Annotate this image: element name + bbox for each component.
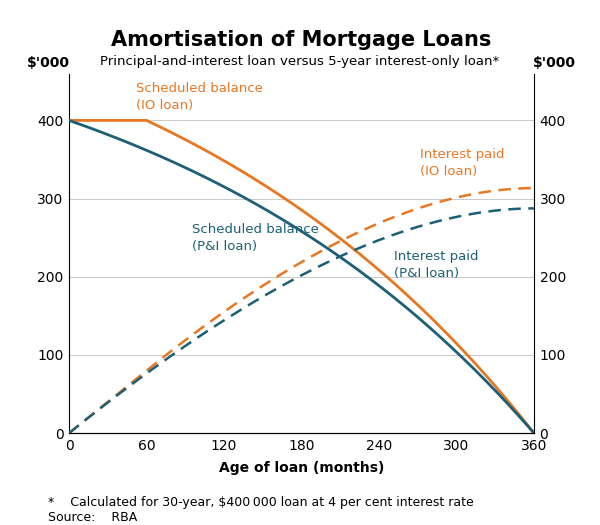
Text: *    Calculated for 30-year, $400 000 loan at 4 per cent interest rate: * Calculated for 30-year, $400 000 loan … — [48, 496, 474, 509]
Title: Amortisation of Mortgage Loans: Amortisation of Mortgage Loans — [112, 30, 491, 50]
Text: Interest paid
(IO loan): Interest paid (IO loan) — [421, 149, 505, 178]
Text: Source:    RBA: Source: RBA — [48, 511, 137, 524]
X-axis label: Age of loan (months): Age of loan (months) — [219, 461, 384, 475]
Text: Scheduled balance
(IO loan): Scheduled balance (IO loan) — [136, 82, 263, 112]
Text: Interest paid
(P&I loan): Interest paid (P&I loan) — [395, 250, 479, 280]
Text: $'000: $'000 — [27, 56, 70, 70]
Text: Scheduled balance
(P&I loan): Scheduled balance (P&I loan) — [192, 223, 319, 253]
Text: Principal-and-interest loan versus 5-year interest-only loan*: Principal-and-interest loan versus 5-yea… — [100, 55, 500, 68]
Text: $'000: $'000 — [533, 56, 576, 70]
